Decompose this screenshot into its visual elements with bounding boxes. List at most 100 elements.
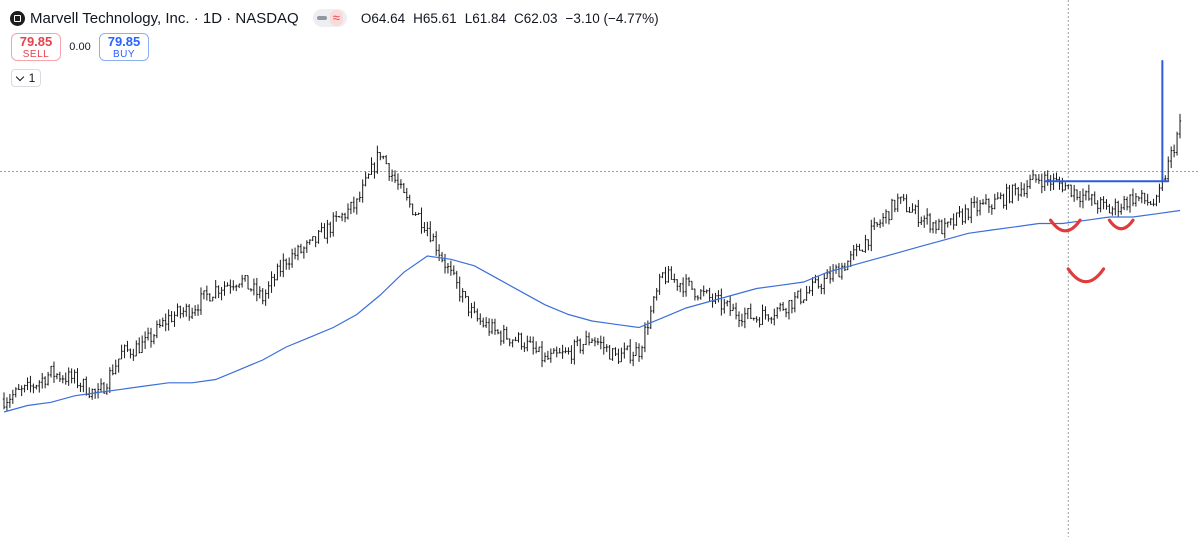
price-bar xyxy=(855,243,858,257)
price-bar xyxy=(167,309,170,331)
price-bar xyxy=(1008,184,1011,204)
price-bar xyxy=(64,372,67,385)
price-bar xyxy=(279,259,282,277)
price-bar xyxy=(881,212,885,227)
price-bar xyxy=(299,243,303,254)
price-bar xyxy=(273,273,276,287)
price-bar xyxy=(899,196,902,204)
price-bar xyxy=(226,282,229,287)
price-bar xyxy=(579,338,582,354)
price-bar xyxy=(493,318,497,335)
price-bar xyxy=(937,218,941,231)
price-bar xyxy=(1152,198,1155,207)
price-bar xyxy=(749,303,752,319)
price-bar xyxy=(146,327,150,341)
price-bar xyxy=(396,173,400,190)
price-bar xyxy=(332,212,335,237)
price-bar xyxy=(91,388,94,400)
price-bar xyxy=(352,196,356,213)
price-bar xyxy=(570,345,573,364)
price-bar xyxy=(382,155,385,160)
price-bar xyxy=(696,295,700,301)
price-bar xyxy=(1087,184,1091,201)
price-bar xyxy=(973,196,976,208)
price-bar xyxy=(529,336,532,343)
price-bar xyxy=(567,347,570,355)
price-bar xyxy=(714,292,717,304)
sell-button[interactable]: 79.85 SELL xyxy=(11,33,61,61)
open-value: O64.64 xyxy=(360,10,406,26)
price-bar xyxy=(38,380,41,393)
price-bar xyxy=(755,316,758,323)
price-bar xyxy=(917,199,920,227)
price-bar xyxy=(731,303,735,312)
price-bar xyxy=(467,296,470,317)
price-bar xyxy=(617,348,620,364)
pattern-arc[interactable] xyxy=(1066,267,1106,284)
price-bar xyxy=(32,383,35,394)
price-bar xyxy=(355,198,358,215)
price-bar xyxy=(1175,131,1179,156)
price-bar xyxy=(426,221,429,237)
price-bar xyxy=(673,273,676,283)
price-bar xyxy=(758,317,761,328)
price-bar xyxy=(182,307,185,318)
price-bar xyxy=(543,352,547,363)
price-bar xyxy=(311,236,314,242)
price-bar xyxy=(317,230,320,244)
buy-button[interactable]: 79.85 BUY xyxy=(99,33,149,61)
spread-value: 0.00 xyxy=(69,41,91,53)
price-bar xyxy=(770,316,773,324)
price-bar xyxy=(35,384,38,390)
price-bar xyxy=(949,218,952,226)
price-bar xyxy=(1031,169,1035,180)
price-bar xyxy=(61,375,64,384)
price-bar xyxy=(658,273,661,295)
price-bar xyxy=(523,342,526,352)
price-bar xyxy=(290,248,294,268)
price-bar xyxy=(1067,184,1070,189)
price-bar xyxy=(29,375,32,393)
price-bar xyxy=(479,313,482,325)
price-bar xyxy=(961,208,964,225)
price-bar xyxy=(514,336,517,342)
price-bar xyxy=(93,388,97,399)
price-bar xyxy=(584,330,588,346)
price-bar xyxy=(432,233,435,242)
price-bar xyxy=(793,292,797,313)
price-bar xyxy=(684,274,688,297)
price-bar xyxy=(599,335,603,350)
price-bar xyxy=(270,271,273,293)
price-bar xyxy=(908,206,911,213)
price-bar xyxy=(1005,183,1008,210)
price-bar xyxy=(373,162,376,179)
price-bar xyxy=(1028,174,1032,190)
pattern-arc[interactable] xyxy=(1107,218,1135,231)
price-bar xyxy=(667,266,670,283)
sell-label: SELL xyxy=(22,48,50,60)
chart-drawings[interactable] xyxy=(1043,60,1170,284)
price-bar xyxy=(823,273,826,295)
symbol-title[interactable]: Marvell Technology, Inc. · 1D · NASDAQ xyxy=(30,9,299,27)
price-bar xyxy=(923,215,926,228)
price-bar xyxy=(1040,173,1044,194)
compare-toggle[interactable]: ≈ xyxy=(312,9,347,27)
price-bar xyxy=(840,262,844,280)
price-bar xyxy=(590,338,594,343)
price-bar xyxy=(158,319,162,328)
price-bar xyxy=(655,287,658,301)
pattern-arc[interactable] xyxy=(1049,218,1082,233)
price-bar xyxy=(14,387,17,398)
price-bar xyxy=(902,193,905,202)
price-bar xyxy=(873,217,876,231)
price-bar xyxy=(135,340,138,357)
price-bar xyxy=(787,300,791,320)
price-bar xyxy=(1164,175,1167,181)
price-bar xyxy=(193,305,197,316)
price-bar xyxy=(573,339,576,365)
price-bar xyxy=(1155,194,1158,207)
price-bar xyxy=(993,193,996,210)
price-bar xyxy=(890,198,894,221)
indicators-collapse-button[interactable]: 1 xyxy=(11,69,41,87)
